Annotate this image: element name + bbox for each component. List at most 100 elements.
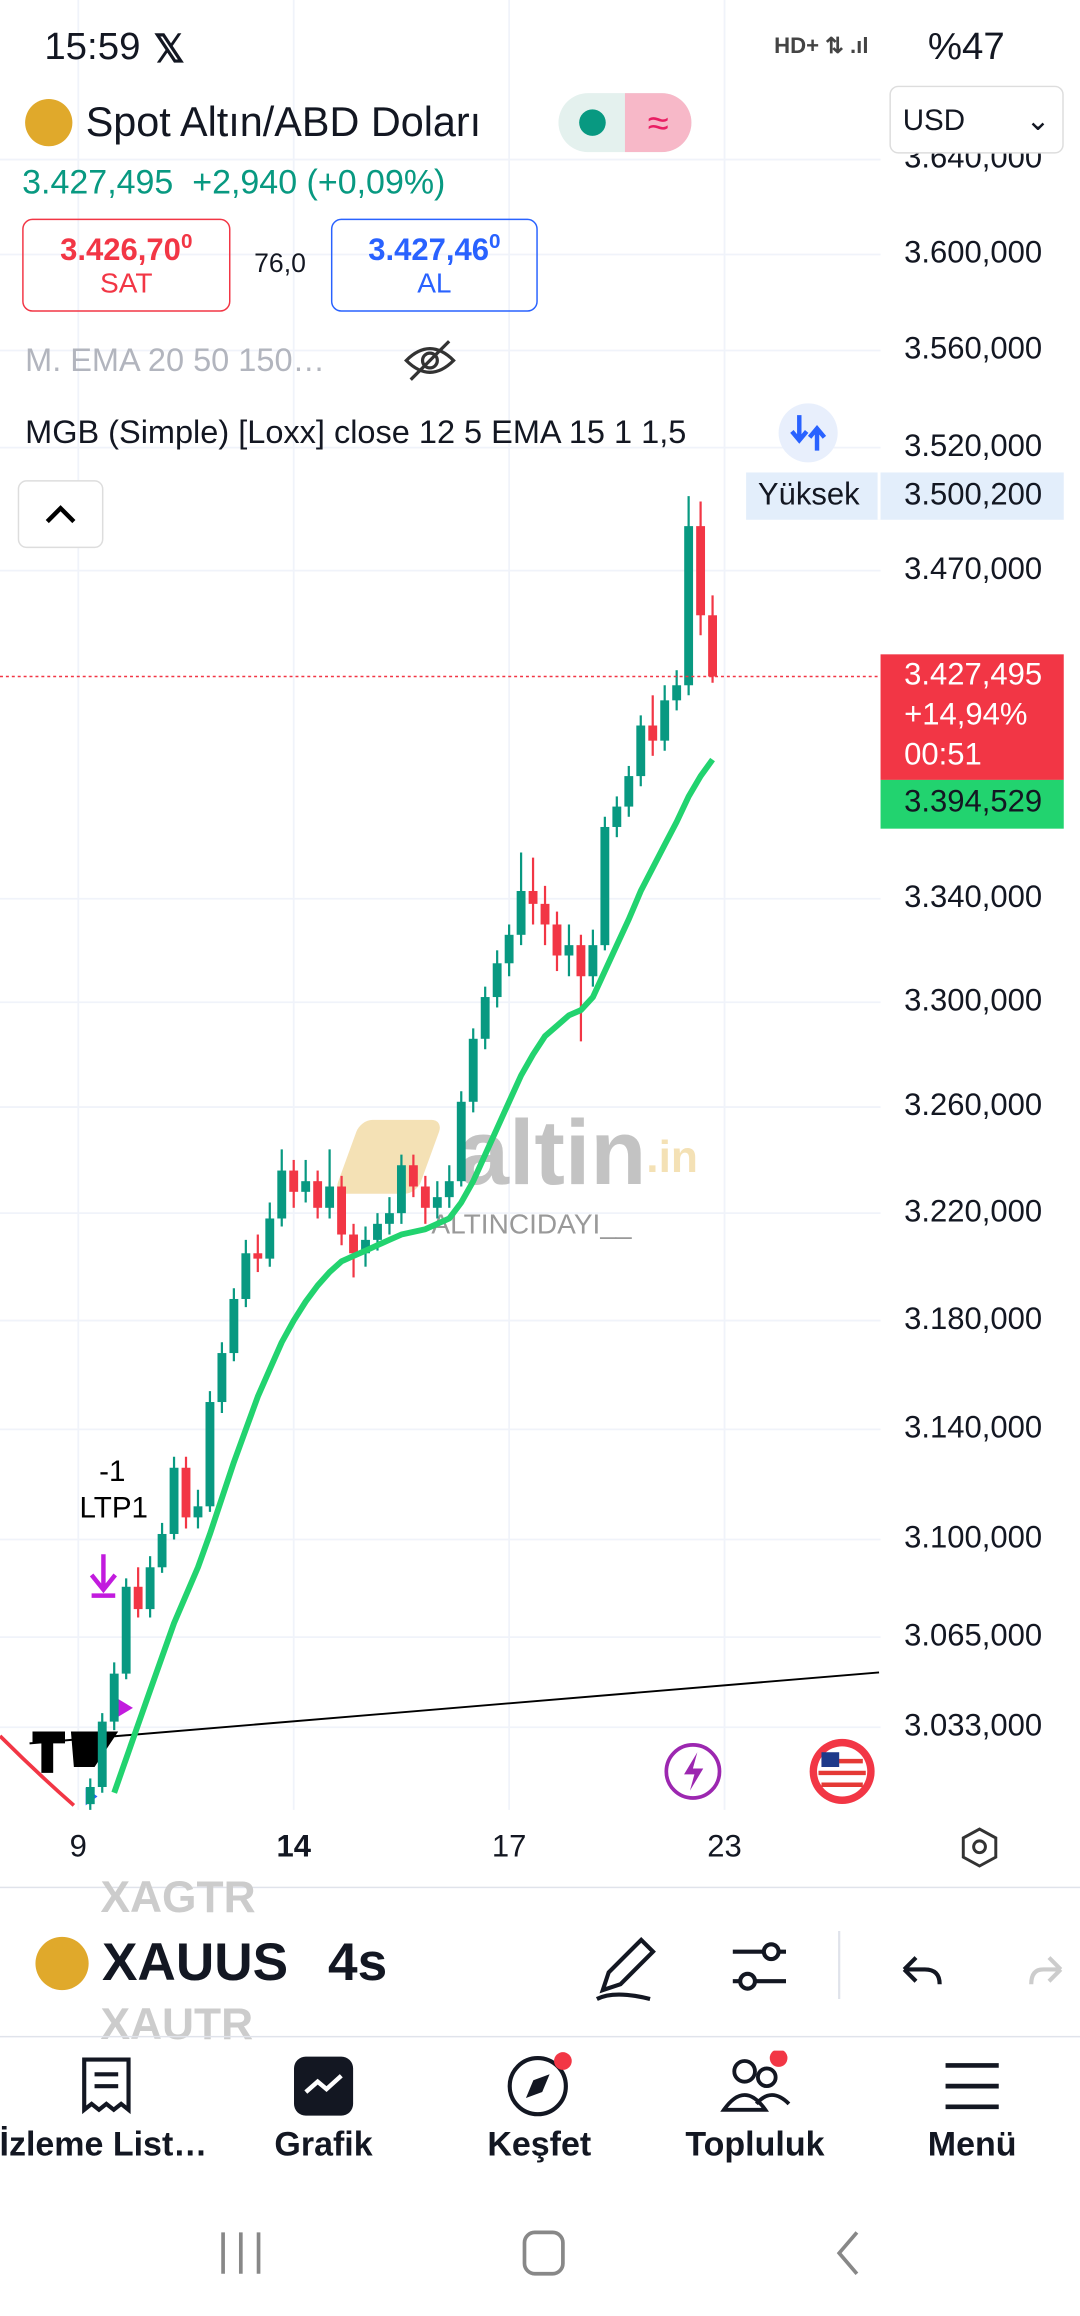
- high-marker-box: [746, 472, 1064, 520]
- x-tick-label: 9: [70, 1828, 87, 1863]
- symbol-next: XAUTR: [100, 2000, 254, 2050]
- candle-body: [432, 1197, 442, 1208]
- last-price-label: 3.427,495: [904, 657, 1042, 692]
- nav-community[interactable]: Topluluk: [685, 2124, 825, 2163]
- indicator-action[interactable]: [777, 402, 839, 464]
- grid: [0, 0, 881, 1810]
- nav-menu[interactable]: Menü: [927, 2124, 1017, 2163]
- ema-price-label: 3.394,529: [904, 784, 1042, 819]
- candle-body: [181, 1467, 191, 1518]
- candle-body: [109, 1673, 119, 1722]
- high-marker-text: Yüksek: [758, 476, 860, 511]
- divider: [0, 1886, 1080, 1889]
- annotation: -1: [99, 1455, 125, 1488]
- toolbar: XAUUS 4s: [0, 1893, 1080, 2036]
- candle-body: [648, 725, 658, 741]
- gold-icon: [25, 98, 73, 147]
- price-row: 3.427,495 +2,940 (+0,09%): [22, 163, 445, 203]
- candle-body: [313, 1181, 323, 1208]
- candle-body: [337, 1186, 347, 1235]
- candle-body: [516, 891, 526, 935]
- plot-area: altin.in ALTINCIDAYI__: [0, 496, 881, 1810]
- candle-body: [456, 1101, 466, 1182]
- y-tick-label: 3.140,000: [904, 1410, 1042, 1445]
- candle-body: [396, 1165, 406, 1214]
- candle-body: [133, 1586, 143, 1610]
- interval[interactable]: 4s: [327, 1931, 388, 1992]
- candle-body: [301, 1181, 311, 1192]
- indicator-mgb[interactable]: MGB (Simple) [Loxx] close 12 5 EMA 15 1 …: [25, 413, 687, 451]
- candle-body: [468, 1038, 478, 1102]
- sell-price: 3.426,70: [60, 233, 181, 268]
- candle-body: [385, 1213, 394, 1224]
- buy-label: AL: [417, 268, 452, 300]
- nav-explore[interactable]: Keşfet: [487, 2124, 592, 2163]
- candle-body: [708, 615, 717, 677]
- candle-body: [373, 1223, 382, 1240]
- nav-icons: [82, 2050, 999, 2117]
- x-tick-label: 23: [707, 1828, 742, 1863]
- y-tick-label: 3.560,000: [904, 331, 1042, 366]
- y-tick-label: 3.520,000: [904, 428, 1042, 463]
- symbol-prev: XAGTR: [100, 1873, 256, 1923]
- status-toggle[interactable]: ≈: [558, 93, 692, 153]
- candle-body: [504, 934, 514, 964]
- spread: 76,0: [254, 248, 306, 278]
- symbol[interactable]: XAUUS: [101, 1931, 289, 1994]
- sell-price-digit: 0: [180, 229, 193, 253]
- candle-body: [528, 891, 538, 904]
- annotation: LTP1: [80, 1492, 148, 1525]
- y-tick-label: 3.100,000: [904, 1520, 1042, 1555]
- candle-body: [444, 1181, 454, 1198]
- status-icons: HD+ ⇅ .ıl: [774, 33, 869, 60]
- bar-countdown: 00:51: [904, 736, 982, 771]
- candle-body: [289, 1170, 299, 1192]
- candle-body: [121, 1586, 131, 1674]
- candle-body: [696, 526, 706, 616]
- candle-body: [265, 1218, 275, 1259]
- buy-price: 3.427,46: [368, 233, 489, 268]
- status-time: 15:59: [44, 23, 141, 68]
- candle-body: [684, 526, 694, 686]
- last-price-box: [880, 654, 1064, 780]
- candle-body: [540, 903, 550, 925]
- candle-body: [588, 945, 598, 977]
- x-tick-label: 14: [276, 1828, 311, 1863]
- nav-chart[interactable]: Grafik: [274, 2124, 373, 2163]
- y-tick-label: 3.220,000: [904, 1193, 1042, 1228]
- indicator-ema[interactable]: M. EMA 20 50 150…: [25, 341, 326, 379]
- candle-body: [241, 1253, 251, 1299]
- y-tick-label: 3.340,000: [904, 879, 1042, 914]
- candle-body: [145, 1567, 155, 1610]
- currency-select[interactable]: USD ⌄: [889, 85, 1064, 154]
- candle-body: [564, 945, 574, 956]
- watermark-author: ALTINCIDAYI__: [431, 1209, 632, 1240]
- candle-body: [612, 806, 622, 827]
- x-logo: 𝕏: [153, 26, 185, 71]
- symbol-title: Spot Altın/ABD Doları: [85, 98, 482, 145]
- candle-body: [97, 1721, 107, 1787]
- buy-button[interactable]: 3.427,460 AL: [330, 218, 538, 312]
- ema-price-box: [880, 779, 1064, 829]
- price: 3.427,495: [22, 162, 174, 201]
- candle-body: [636, 725, 646, 777]
- collapse-button[interactable]: [17, 480, 104, 549]
- candle-body: [205, 1402, 215, 1507]
- candle-body: [624, 776, 634, 807]
- ema-line: [111, 757, 715, 1794]
- y-tick-label: 3.600,000: [904, 235, 1042, 270]
- last-price-change: +14,94%: [904, 697, 1027, 732]
- hide-icon[interactable]: [402, 337, 458, 384]
- watermark-brand: altin: [458, 1102, 646, 1204]
- candle-body: [420, 1186, 430, 1208]
- candle-body: [217, 1353, 227, 1403]
- candle-body: [349, 1234, 358, 1254]
- candle-body: [277, 1170, 287, 1219]
- currency: USD: [902, 104, 966, 138]
- toolbar-icons[interactable]: [591, 1925, 1064, 2005]
- sell-button[interactable]: 3.426,700 SAT: [22, 218, 231, 312]
- nav-watchlist[interactable]: İzleme List…: [0, 2124, 208, 2163]
